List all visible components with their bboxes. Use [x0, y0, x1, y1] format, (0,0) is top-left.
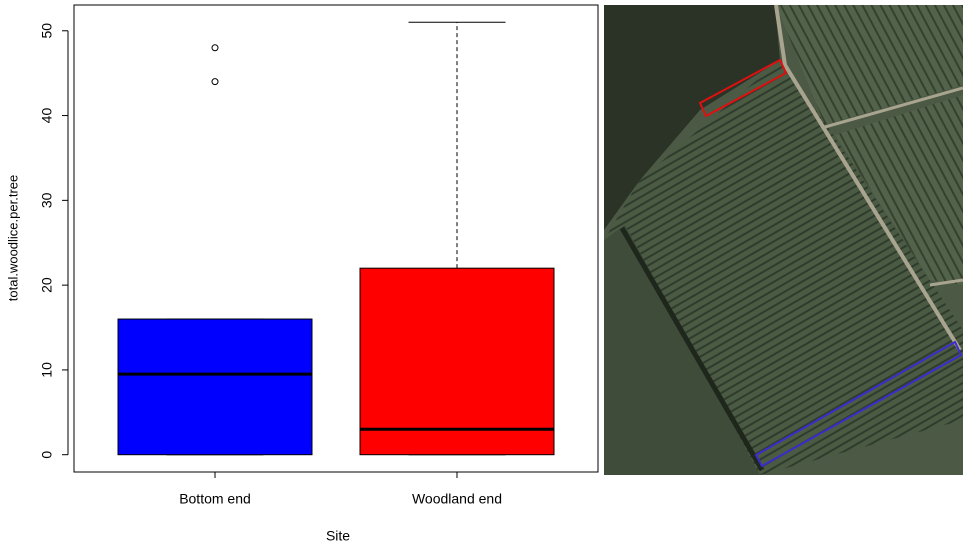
- outlier: [212, 79, 218, 85]
- y-tick-label: 40: [39, 108, 55, 124]
- box: [118, 319, 312, 455]
- y-tick-label: 10: [39, 362, 55, 378]
- y-tick-label: 20: [39, 277, 55, 293]
- x-tick-label: Bottom end: [179, 491, 251, 507]
- y-tick-label: 50: [39, 23, 55, 39]
- y-tick-label: 0: [39, 451, 55, 459]
- y-axis-label: total.woodlice.per.tree: [5, 175, 20, 301]
- x-axis-label: Site: [326, 528, 350, 544]
- x-tick-label: Woodland end: [412, 491, 502, 507]
- outlier: [212, 45, 218, 51]
- page: Site total.woodlice.per.tree 0 10 20 30 40 50…: [0, 0, 963, 547]
- figure: Site total.woodlice.per.tree 0 10 20 30 40 50…: [0, 0, 963, 547]
- aerial-photo: [604, 5, 963, 475]
- y-tick-label: 30: [39, 192, 55, 208]
- box: [360, 268, 554, 455]
